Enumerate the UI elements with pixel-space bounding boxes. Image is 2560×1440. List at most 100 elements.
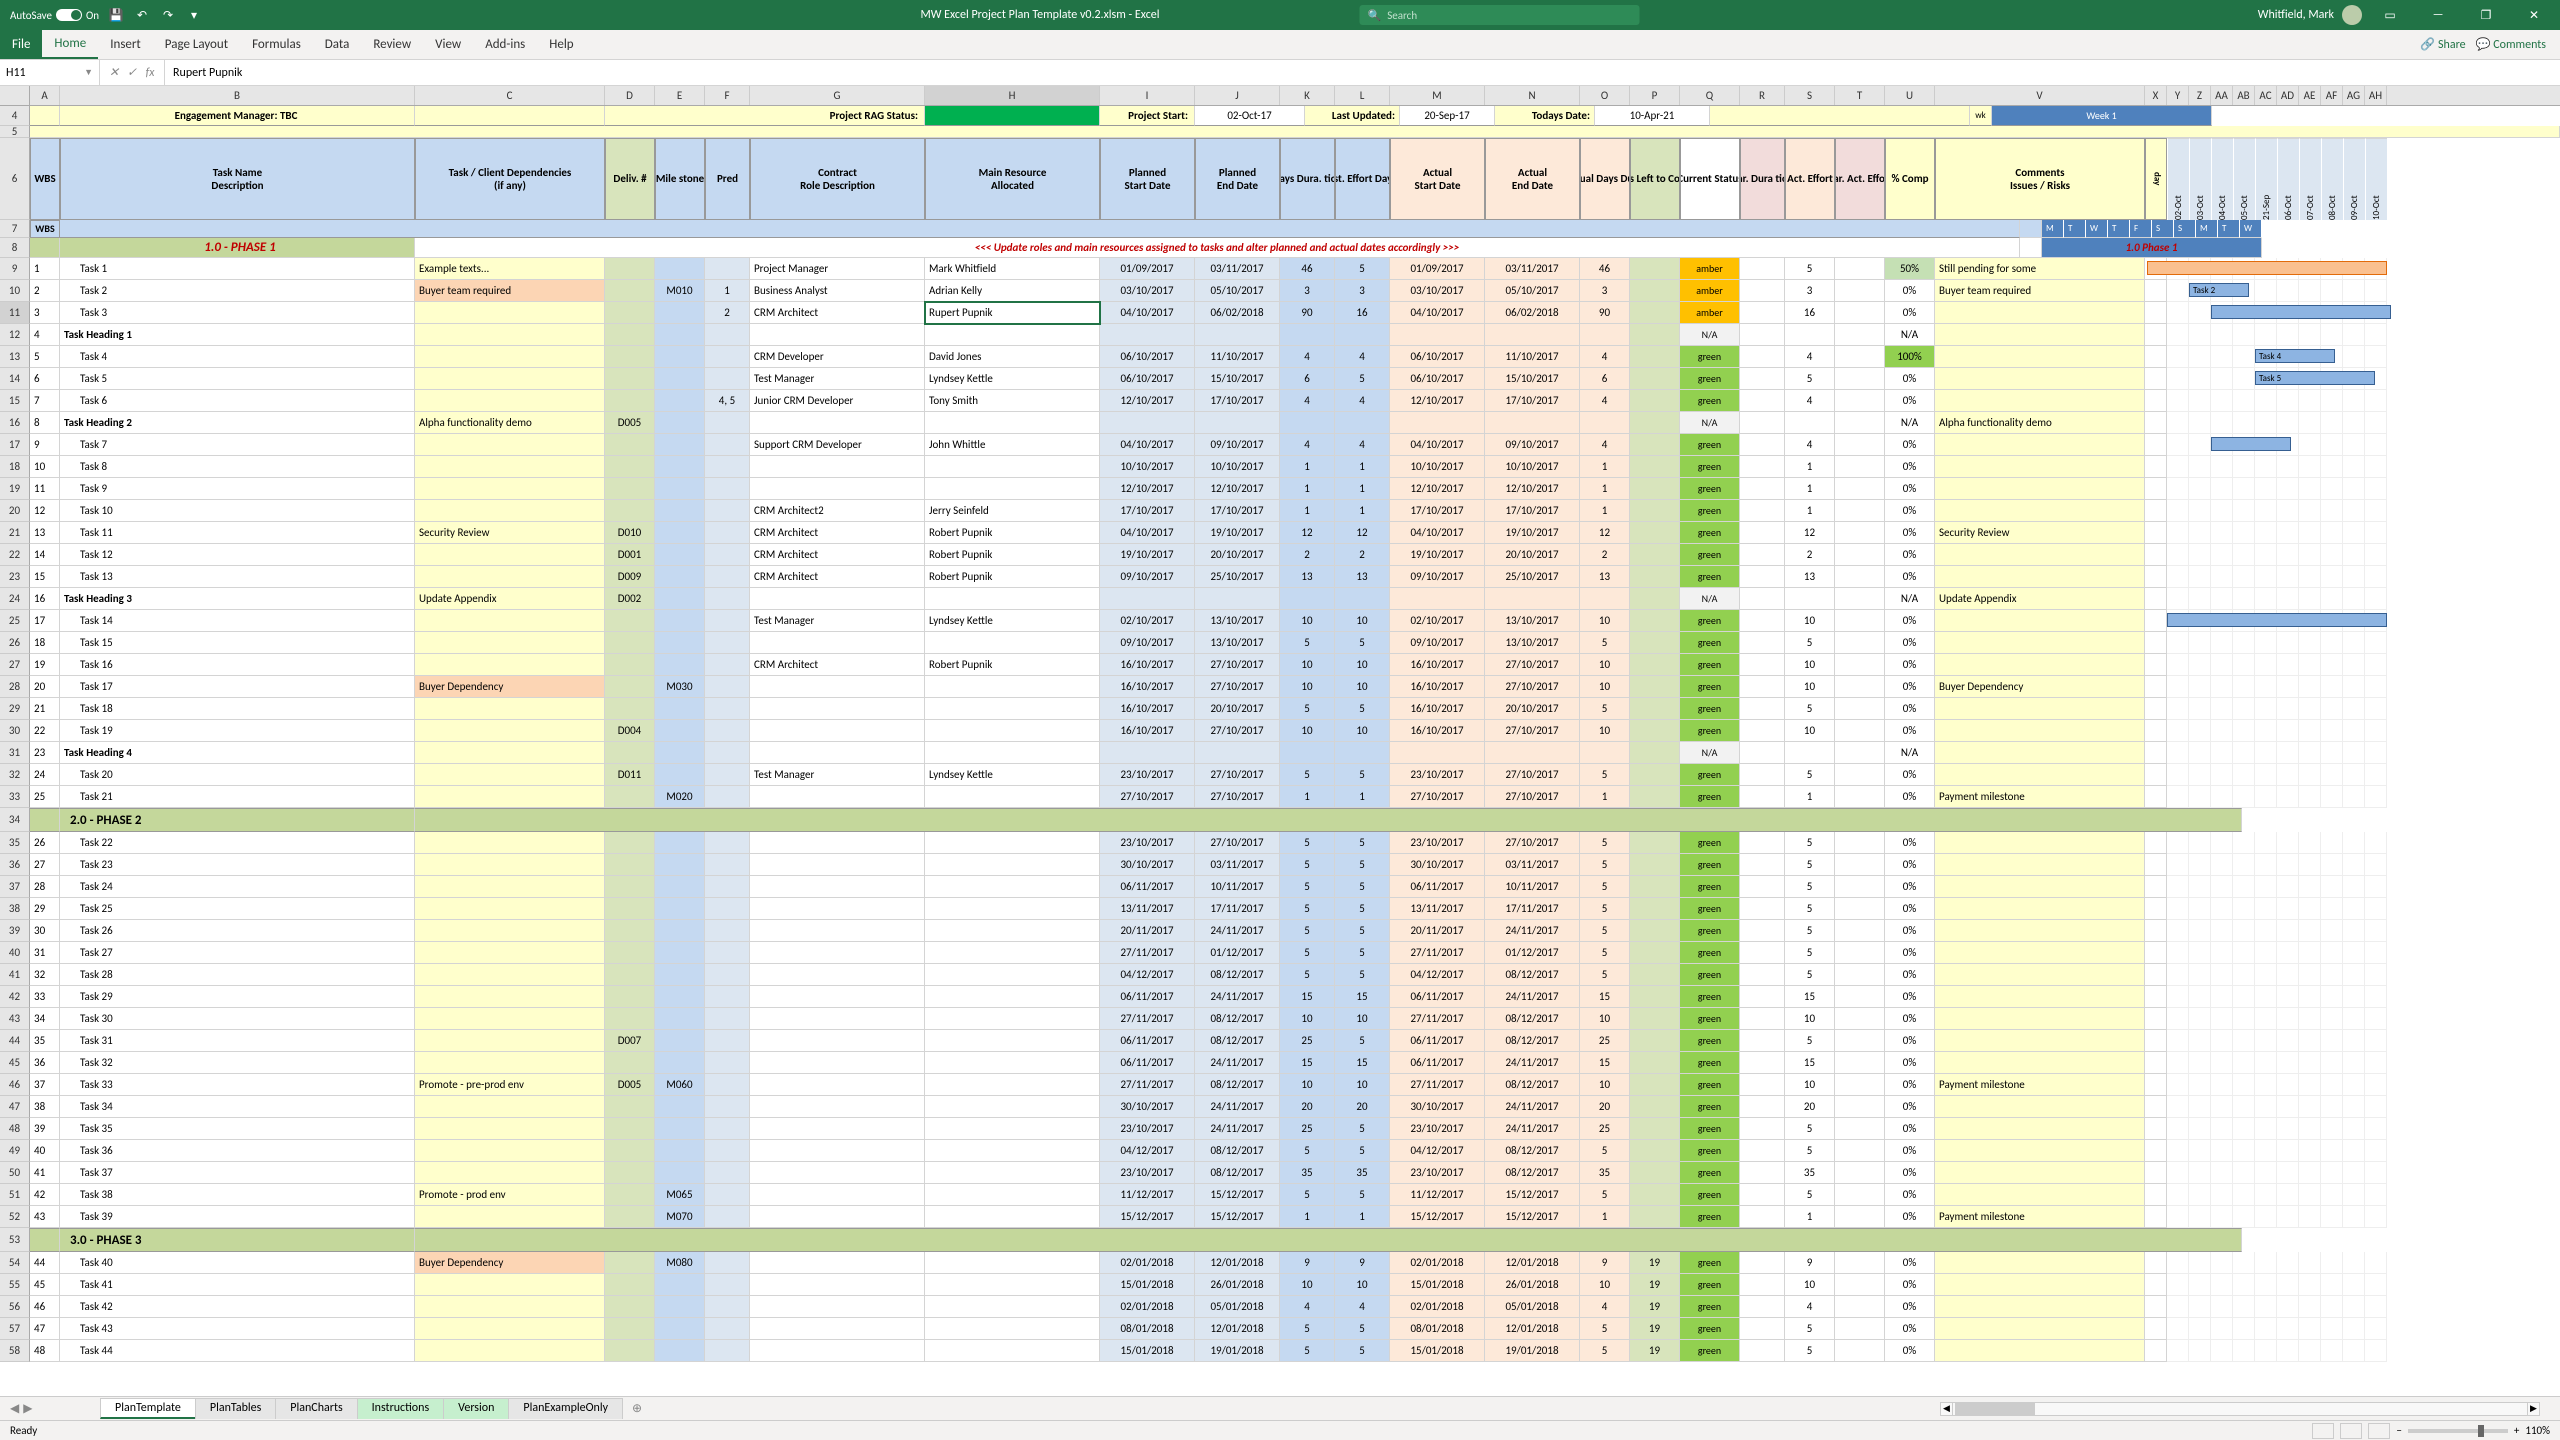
column-header-M[interactable]: M	[1390, 86, 1485, 105]
status-cell[interactable]: green	[1680, 456, 1740, 478]
task-name-cell[interactable]: Task 11	[60, 522, 415, 544]
day-cell[interactable]	[2145, 1184, 2167, 1206]
deliverable-cell[interactable]	[605, 986, 655, 1008]
role-cell[interactable]	[750, 1274, 925, 1296]
column-header-AA[interactable]: AA	[2211, 86, 2233, 105]
milestone-cell[interactable]	[655, 876, 705, 898]
gantt-cell[interactable]	[2233, 1274, 2255, 1296]
gantt-cell[interactable]	[2189, 632, 2211, 654]
wbs-cell[interactable]: 32	[30, 964, 60, 986]
dependency-cell[interactable]	[415, 566, 605, 588]
days-dur-cell[interactable]: 1	[1280, 1206, 1335, 1228]
pred-cell[interactable]: 4, 5	[705, 390, 750, 412]
comments-cell[interactable]	[1935, 390, 2145, 412]
task-name-cell[interactable]: Task 36	[60, 1140, 415, 1162]
gantt-cell[interactable]	[2365, 898, 2387, 920]
column-header-AF[interactable]: AF	[2321, 86, 2343, 105]
resource-cell[interactable]: Tony Smith	[925, 390, 1100, 412]
column-header-X[interactable]: X	[2145, 86, 2167, 105]
gantt-cell[interactable]	[2321, 720, 2343, 742]
phase-2-title[interactable]: 2.0 - PHASE 2	[60, 808, 415, 832]
deliverable-cell[interactable]	[605, 258, 655, 280]
days-left-cell[interactable]	[1630, 522, 1680, 544]
planned-start-cell[interactable]: 04/12/2017	[1100, 964, 1195, 986]
var-dur-cell[interactable]	[1740, 986, 1785, 1008]
var-effort-cell[interactable]	[1835, 832, 1885, 854]
pcomp-cell[interactable]: 0%	[1885, 1252, 1935, 1274]
gantt-cell[interactable]	[2189, 522, 2211, 544]
resource-cell[interactable]	[925, 456, 1100, 478]
planned-end-cell[interactable]: 27/10/2017	[1195, 654, 1280, 676]
var-effort-cell[interactable]	[1835, 324, 1885, 346]
gantt-cell[interactable]	[2321, 522, 2343, 544]
planned-start-cell[interactable]: 12/10/2017	[1100, 478, 1195, 500]
sheet-tab-plantemplate[interactable]: PlanTemplate	[100, 1398, 196, 1419]
gantt-cell[interactable]	[2211, 920, 2233, 942]
var-effort-cell[interactable]	[1835, 588, 1885, 610]
resource-cell[interactable]: Jerry Seinfeld	[925, 500, 1100, 522]
status-cell[interactable]: green	[1680, 1206, 1740, 1228]
act-effort-cell[interactable]: 2	[1785, 544, 1835, 566]
pcomp-cell[interactable]: 50%	[1885, 258, 1935, 280]
status-cell[interactable]: green	[1680, 632, 1740, 654]
days-left-cell[interactable]	[1630, 654, 1680, 676]
dependency-cell[interactable]	[415, 1008, 605, 1030]
gantt-cell[interactable]	[2299, 876, 2321, 898]
pcomp-cell[interactable]: 0%	[1885, 876, 1935, 898]
gantt-cell[interactable]	[2211, 742, 2233, 764]
pcomp-cell[interactable]: 0%	[1885, 1030, 1935, 1052]
gantt-cell[interactable]	[2365, 698, 2387, 720]
gantt-cell[interactable]	[2255, 632, 2277, 654]
row-header-42[interactable]: 42	[0, 986, 30, 1008]
resource-cell[interactable]	[925, 1206, 1100, 1228]
gantt-cell[interactable]	[2299, 1252, 2321, 1274]
gantt-cell[interactable]	[2211, 986, 2233, 1008]
pcomp-cell[interactable]: 100%	[1885, 346, 1935, 368]
planned-start-cell[interactable]: 16/10/2017	[1100, 720, 1195, 742]
act-effort-cell[interactable]: 16	[1785, 302, 1835, 324]
planned-end-cell[interactable]: 27/10/2017	[1195, 786, 1280, 808]
day-cell[interactable]	[2145, 986, 2167, 1008]
gantt-cell[interactable]	[2255, 1030, 2277, 1052]
resource-cell[interactable]	[925, 786, 1100, 808]
days-dur-cell[interactable]	[1280, 588, 1335, 610]
deliverable-cell[interactable]: D002	[605, 588, 655, 610]
day-cell[interactable]	[2145, 832, 2167, 854]
gantt-cell[interactable]	[2189, 1140, 2211, 1162]
resource-cell[interactable]: Robert Pupnik	[925, 544, 1100, 566]
status-cell[interactable]: green	[1680, 1118, 1740, 1140]
wbs-cell[interactable]: 40	[30, 1140, 60, 1162]
role-cell[interactable]: CRM Architect	[750, 544, 925, 566]
role-cell[interactable]	[750, 1184, 925, 1206]
gantt-cell[interactable]	[2167, 1274, 2189, 1296]
comments-cell[interactable]	[1935, 346, 2145, 368]
days-left-cell[interactable]	[1630, 676, 1680, 698]
comments-cell[interactable]	[1935, 964, 2145, 986]
var-dur-cell[interactable]	[1740, 258, 1785, 280]
dependency-cell[interactable]	[415, 368, 605, 390]
row-header-21[interactable]: 21	[0, 522, 30, 544]
gantt-cell[interactable]	[2277, 854, 2299, 876]
resource-cell[interactable]: Lyndsey Kettle	[925, 610, 1100, 632]
days-left-cell[interactable]	[1630, 1162, 1680, 1184]
actual-dur-cell[interactable]: 35	[1580, 1162, 1630, 1184]
actual-dur-cell[interactable]: 5	[1580, 698, 1630, 720]
gantt-cell[interactable]	[2277, 1274, 2299, 1296]
dependency-cell[interactable]	[415, 1118, 605, 1140]
var-dur-cell[interactable]	[1740, 720, 1785, 742]
gantt-cell[interactable]	[2299, 832, 2321, 854]
gantt-cell[interactable]	[2321, 698, 2343, 720]
dependency-cell[interactable]	[415, 854, 605, 876]
gantt-cell[interactable]	[2343, 390, 2365, 412]
milestone-cell[interactable]	[655, 942, 705, 964]
deliverable-cell[interactable]	[605, 1118, 655, 1140]
var-effort-cell[interactable]	[1835, 1296, 1885, 1318]
gantt-cell[interactable]	[2255, 1096, 2277, 1118]
days-dur-cell[interactable]: 4	[1280, 346, 1335, 368]
days-dur-cell[interactable]: 5	[1280, 1340, 1335, 1362]
actual-end-cell[interactable]: 08/12/2017	[1485, 964, 1580, 986]
gantt-cell[interactable]	[2343, 676, 2365, 698]
task-name-cell[interactable]: Task 30	[60, 1008, 415, 1030]
gantt-cell[interactable]	[2189, 1252, 2211, 1274]
days-dur-cell[interactable]: 5	[1280, 876, 1335, 898]
